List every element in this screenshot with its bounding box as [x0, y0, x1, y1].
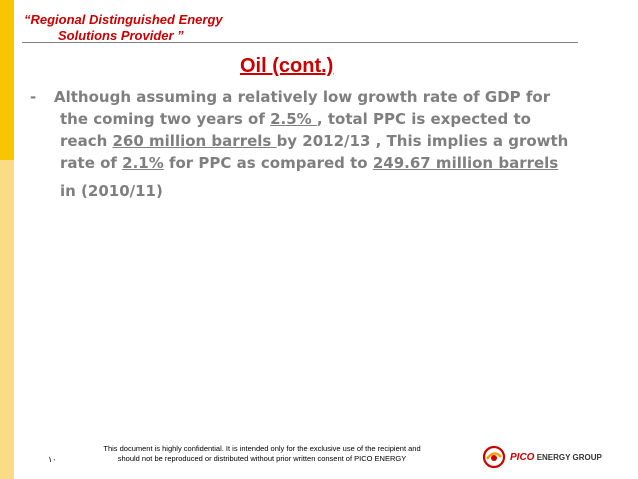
- text-p3a: reach: [60, 132, 113, 150]
- header-divider: [22, 42, 578, 43]
- text-p2a: the coming two years of: [60, 110, 271, 128]
- left-accent-bar-bottom: [0, 160, 14, 479]
- bullet-paragraph: - Although assuming a relatively low gro…: [26, 86, 616, 202]
- slide-title: Oil (cont.): [240, 55, 334, 77]
- text-p1: Although assuming a relatively low growt…: [54, 88, 551, 106]
- gdp-growth-rate: 2.5%: [270, 110, 317, 128]
- text-p5: in (2010/11): [60, 182, 163, 200]
- text-p4b: for PPC as compared to: [163, 154, 373, 172]
- ppc-target-volume: 260 million barrels: [112, 132, 277, 150]
- text-p2b: , total PPC is expected to: [316, 110, 531, 128]
- logo-wordmark: PICO ENERGY GROUP: [510, 452, 602, 463]
- ppc-base-volume: 249.67 million barrels: [372, 154, 559, 172]
- tagline-line-2: Solutions Provider ”: [58, 28, 184, 43]
- page-number: ١٠: [48, 455, 57, 464]
- tagline-line-1: “Regional Distinguished Energy: [24, 12, 223, 27]
- note-line-2: should not be reproduced or distributed …: [117, 454, 407, 463]
- left-accent-bar-top: [0, 0, 14, 160]
- logo-rest: ENERGY GROUP: [536, 452, 602, 462]
- text-p3b: by 2012/13 , This implies a growth: [276, 132, 569, 150]
- bullet-marker: -: [30, 88, 37, 106]
- text-p4a: rate of: [60, 154, 123, 172]
- company-logo: PICO ENERGY GROUP: [482, 444, 602, 470]
- text-line-3: reach 260 million barrels by 2012/13 , T…: [54, 130, 616, 152]
- text-line-4: rate of 2.1% for PPC as compared to 249.…: [54, 152, 616, 174]
- text-line-1: Although assuming a relatively low growt…: [54, 86, 616, 108]
- note-line-1: This document is highly confidential. It…: [103, 444, 421, 453]
- text-line-2: the coming two years of 2.5% , total PPC…: [54, 108, 616, 130]
- ppc-growth-rate: 2.1%: [122, 154, 164, 172]
- paragraph-text: Although assuming a relatively low growt…: [26, 86, 616, 202]
- text-line-5: in (2010/11): [54, 180, 616, 202]
- company-tagline: “Regional Distinguished Energy Solutions…: [24, 12, 223, 44]
- logo-brand: PICO: [510, 451, 535, 463]
- confidentiality-note: This document is highly confidential. It…: [80, 444, 444, 464]
- pico-logo-icon: [482, 445, 506, 469]
